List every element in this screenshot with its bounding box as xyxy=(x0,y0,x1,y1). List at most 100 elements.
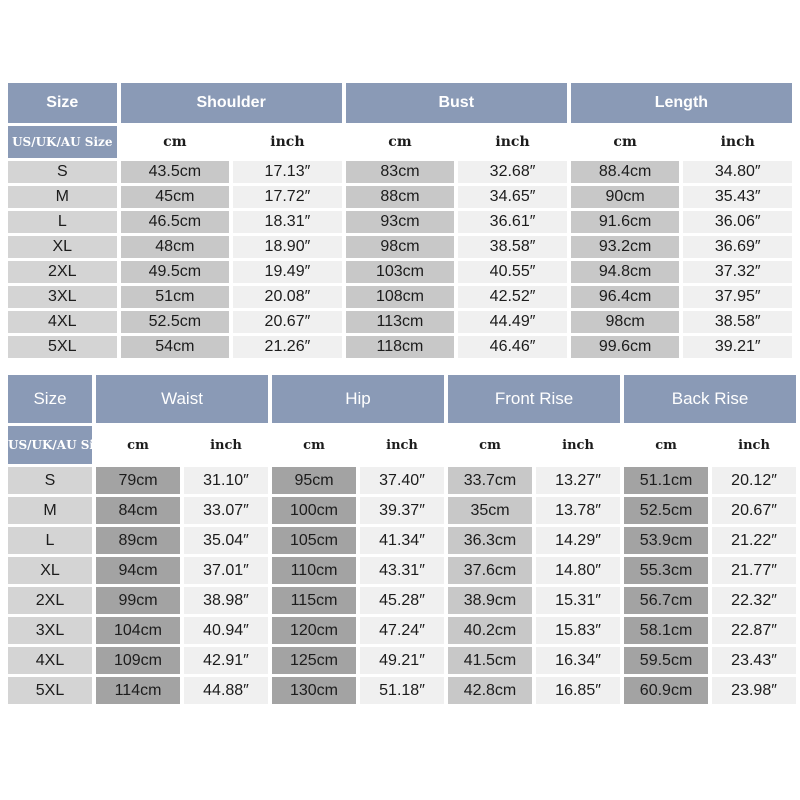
cm-cell: 43.5cm xyxy=(120,161,230,183)
inch-cell: 36.06″ xyxy=(683,211,792,233)
inch-cell: 40.55″ xyxy=(458,261,567,283)
size-cell: 2XL xyxy=(8,587,92,614)
size-header: Size xyxy=(8,375,92,423)
inch-cell: 37.95″ xyxy=(683,286,792,308)
cm-cell: 54cm xyxy=(120,336,230,358)
inch-cell: 40.94″ xyxy=(184,617,268,644)
table-row: M 45cm 17.72″ 88cm 34.65″ 90cm 35.43″ xyxy=(8,186,792,208)
size-cell: M xyxy=(8,497,92,524)
unit-cm-label: cm xyxy=(570,126,680,158)
inch-cell: 47.24″ xyxy=(360,617,445,644)
cm-cell: 79cm xyxy=(96,467,180,494)
size-cell: S xyxy=(8,161,117,183)
cm-cell: 99.6cm xyxy=(570,336,680,358)
cm-cell: 103cm xyxy=(345,261,455,283)
cm-cell: 42.8cm xyxy=(448,677,533,704)
inch-cell: 18.90″ xyxy=(233,236,342,258)
cm-cell: 94.8cm xyxy=(570,261,680,283)
cm-cell: 38.9cm xyxy=(448,587,533,614)
size-cell: 5XL xyxy=(8,336,117,358)
inch-cell: 35.04″ xyxy=(184,527,268,554)
region-size-label: US/UK/AU Size xyxy=(8,126,117,158)
cm-cell: 49.5cm xyxy=(120,261,230,283)
unit-inch-label: inch xyxy=(683,126,792,158)
cm-cell: 83cm xyxy=(345,161,455,183)
inch-cell: 44.88″ xyxy=(184,677,268,704)
size-cell: 5XL xyxy=(8,677,92,704)
cm-cell: 52.5cm xyxy=(120,311,230,333)
inch-cell: 36.61″ xyxy=(458,211,567,233)
cm-cell: 56.7cm xyxy=(624,587,709,614)
inch-cell: 20.67″ xyxy=(233,311,342,333)
cm-cell: 59.5cm xyxy=(624,647,709,674)
cm-cell: 94cm xyxy=(96,557,180,584)
inch-cell: 42.52″ xyxy=(458,286,567,308)
table-row: XL 48cm 18.90″ 98cm 38.58″ 93.2cm 36.69″ xyxy=(8,236,792,258)
size-chart-bottom-table: Size Waist Hip Front Rise Back Rise US/UK/AU … xyxy=(4,372,800,707)
inch-cell: 21.77″ xyxy=(712,557,797,584)
unit-inch-label: inch xyxy=(712,426,797,464)
cm-cell: 33.7cm xyxy=(448,467,533,494)
inch-cell: 42.91″ xyxy=(184,647,268,674)
inch-cell: 39.21″ xyxy=(683,336,792,358)
cm-cell: 84cm xyxy=(96,497,180,524)
inch-cell: 39.37″ xyxy=(360,497,445,524)
size-chart-top-table: Size Shoulder Bust Length US/UK/AU Size cm inc… xyxy=(4,80,796,361)
unit-inch-label: inch xyxy=(536,426,621,464)
cm-cell: 46.5cm xyxy=(120,211,230,233)
measure-header: Hip xyxy=(272,375,445,423)
table-row: S 43.5cm 17.13″ 83cm 32.68″ 88.4cm 34.80″ xyxy=(8,161,792,183)
cm-cell: 109cm xyxy=(96,647,180,674)
cm-cell: 99cm xyxy=(96,587,180,614)
cm-cell: 96.4cm xyxy=(570,286,680,308)
inch-cell: 38.58″ xyxy=(683,311,792,333)
unit-cm-label: cm xyxy=(272,426,356,464)
cm-cell: 58.1cm xyxy=(624,617,709,644)
table-row: 4XL 52.5cm 20.67″ 113cm 44.49″ 98cm 38.58″ xyxy=(8,311,792,333)
measure-header: Length xyxy=(570,83,792,123)
inch-cell: 32.68″ xyxy=(458,161,567,183)
inch-cell: 14.80″ xyxy=(536,557,621,584)
table-row: 3XL 104cm 40.94″ 120cm 47.24″ 40.2cm 15.83″ 58.… xyxy=(8,617,797,644)
cm-cell: 115cm xyxy=(272,587,356,614)
inch-cell: 33.07″ xyxy=(184,497,268,524)
measure-header: Waist xyxy=(96,375,268,423)
table-row: 4XL 109cm 42.91″ 125cm 49.21″ 41.5cm 16.34″ 59.… xyxy=(8,647,797,674)
inch-cell: 49.21″ xyxy=(360,647,445,674)
measure-header: Shoulder xyxy=(120,83,342,123)
size-cell: XL xyxy=(8,557,92,584)
size-cell: S xyxy=(8,467,92,494)
inch-cell: 21.26″ xyxy=(233,336,342,358)
inch-cell: 15.83″ xyxy=(536,617,621,644)
cm-cell: 118cm xyxy=(345,336,455,358)
unit-cm-label: cm xyxy=(120,126,230,158)
table-row: M 84cm 33.07″ 100cm 39.37″ 35cm 13.78″ 52.5cm 20… xyxy=(8,497,797,524)
cm-cell: 40.2cm xyxy=(448,617,533,644)
inch-cell: 20.67″ xyxy=(712,497,797,524)
cm-cell: 41.5cm xyxy=(448,647,533,674)
inch-cell: 20.08″ xyxy=(233,286,342,308)
inch-cell: 41.34″ xyxy=(360,527,445,554)
unit-cm-label: cm xyxy=(624,426,709,464)
inch-cell: 15.31″ xyxy=(536,587,621,614)
inch-cell: 16.85″ xyxy=(536,677,621,704)
cm-cell: 91.6cm xyxy=(570,211,680,233)
cm-cell: 60.9cm xyxy=(624,677,709,704)
inch-cell: 31.10″ xyxy=(184,467,268,494)
unit-inch-label: inch xyxy=(360,426,445,464)
cm-cell: 52.5cm xyxy=(624,497,709,524)
measure-header: Front Rise xyxy=(448,375,621,423)
inch-cell: 14.29″ xyxy=(536,527,621,554)
table-row: 5XL 114cm 44.88″ 130cm 51.18″ 42.8cm 16.85″ 60.… xyxy=(8,677,797,704)
inch-cell: 45.28″ xyxy=(360,587,445,614)
inch-cell: 36.69″ xyxy=(683,236,792,258)
header-row: Size Waist Hip Front Rise Back Rise xyxy=(8,375,797,423)
cm-cell: 53.9cm xyxy=(624,527,709,554)
cm-cell: 90cm xyxy=(570,186,680,208)
inch-cell: 44.49″ xyxy=(458,311,567,333)
cm-cell: 93.2cm xyxy=(570,236,680,258)
cm-cell: 125cm xyxy=(272,647,356,674)
size-cell: XL xyxy=(8,236,117,258)
inch-cell: 43.31″ xyxy=(360,557,445,584)
inch-cell: 23.43″ xyxy=(712,647,797,674)
